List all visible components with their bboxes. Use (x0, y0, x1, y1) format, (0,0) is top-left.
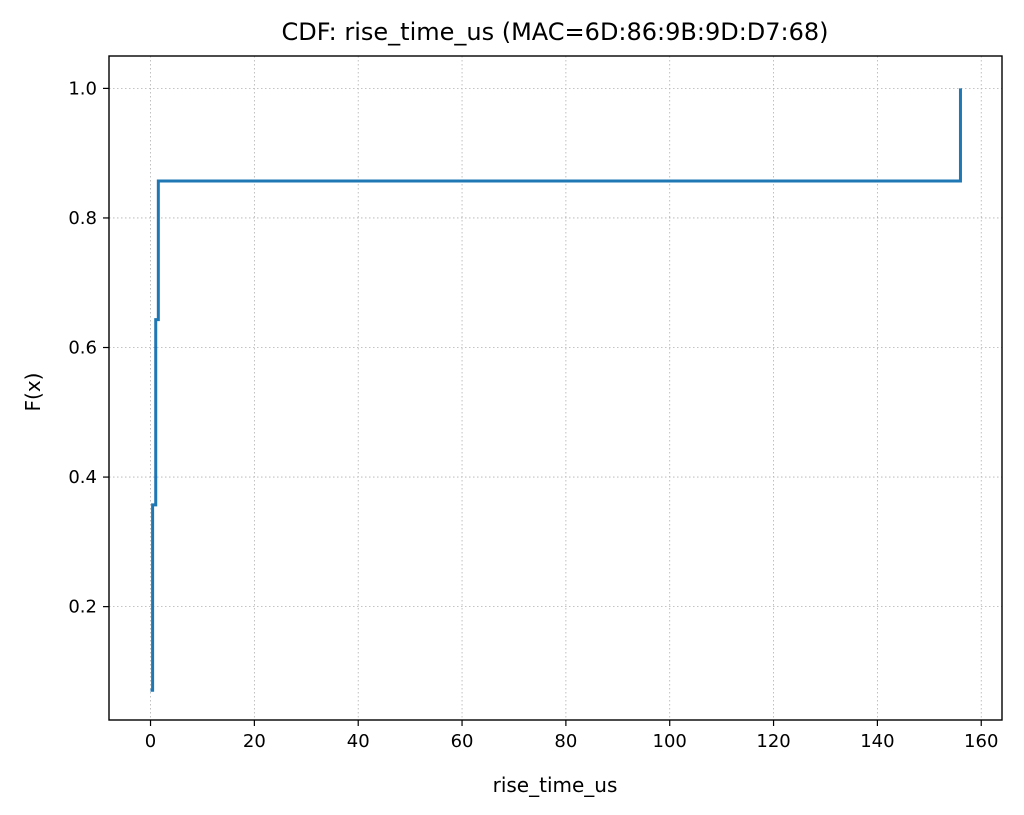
cdf-step-line (150, 88, 962, 692)
x-axis: 0 20 40 60 80 100 120 140 160 (145, 720, 998, 752)
x-tick-label: 140 (860, 731, 894, 752)
x-tick-label: 100 (653, 731, 687, 752)
y-tick-label: 1.0 (68, 78, 97, 99)
plot-frame (108, 55, 1003, 721)
series-layer (150, 88, 962, 692)
y-axis: 0.2 0.4 0.6 0.8 1.0 (68, 78, 109, 618)
x-tick-label: 80 (554, 731, 577, 752)
chart-title: CDF: rise_time_us (MAC=6D:86:9B:9D:D7:68… (281, 18, 828, 46)
x-tick-label: 20 (243, 731, 266, 752)
x-tick-label: 160 (964, 731, 998, 752)
y-tick-label: 0.6 (68, 338, 97, 359)
y-tick-label: 0.4 (68, 467, 97, 488)
x-axis-label: rise_time_us (493, 773, 618, 797)
x-tick-label: 0 (145, 731, 156, 752)
y-tick-label: 0.8 (68, 208, 97, 229)
x-tick-label: 120 (756, 731, 790, 752)
x-tick-label: 40 (347, 731, 370, 752)
x-tick-label: 60 (451, 731, 474, 752)
grid-lines (109, 56, 1002, 720)
y-tick-label: 0.2 (68, 597, 97, 618)
y-axis-label: F(x) (21, 373, 45, 412)
